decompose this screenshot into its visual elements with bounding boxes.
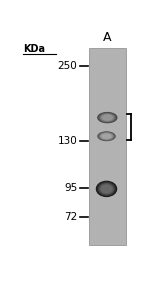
Ellipse shape xyxy=(96,181,117,197)
Ellipse shape xyxy=(99,113,115,122)
Ellipse shape xyxy=(98,182,115,196)
Ellipse shape xyxy=(99,183,114,195)
Ellipse shape xyxy=(102,115,112,121)
Ellipse shape xyxy=(100,184,113,194)
Ellipse shape xyxy=(100,184,114,194)
Text: 95: 95 xyxy=(64,183,77,193)
Ellipse shape xyxy=(101,133,112,139)
Ellipse shape xyxy=(99,132,114,140)
Ellipse shape xyxy=(97,112,117,123)
Text: KDa: KDa xyxy=(23,44,45,54)
Ellipse shape xyxy=(101,114,113,121)
Text: 250: 250 xyxy=(58,61,77,71)
Text: 72: 72 xyxy=(64,212,77,222)
Ellipse shape xyxy=(97,182,116,196)
Ellipse shape xyxy=(100,133,113,140)
Text: 130: 130 xyxy=(58,136,77,146)
Ellipse shape xyxy=(97,131,116,141)
Ellipse shape xyxy=(101,114,114,121)
Ellipse shape xyxy=(96,181,117,197)
Ellipse shape xyxy=(98,132,115,141)
Text: A: A xyxy=(103,31,111,44)
Ellipse shape xyxy=(100,113,115,122)
FancyBboxPatch shape xyxy=(88,48,126,245)
Ellipse shape xyxy=(99,113,116,123)
Ellipse shape xyxy=(100,133,112,139)
Ellipse shape xyxy=(101,185,112,193)
Ellipse shape xyxy=(102,134,111,139)
Ellipse shape xyxy=(99,132,114,141)
Ellipse shape xyxy=(98,112,117,123)
